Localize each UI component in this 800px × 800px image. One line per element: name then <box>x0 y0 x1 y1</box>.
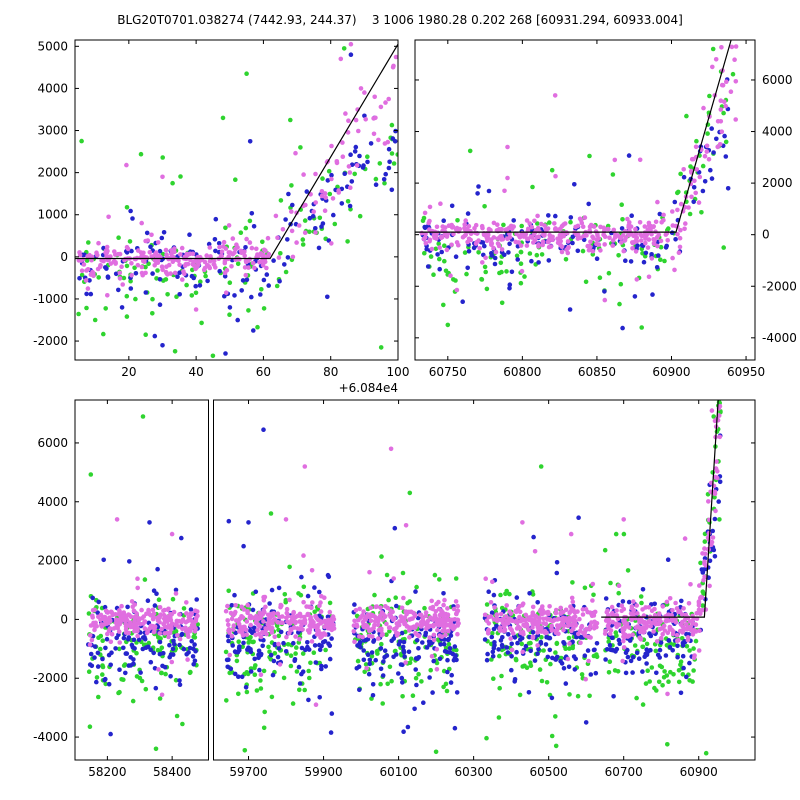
axes-frame <box>74 399 209 761</box>
panel-bottom-data <box>86 400 723 756</box>
y-tick-label: 0 <box>60 612 68 626</box>
model-line <box>75 43 398 260</box>
axes-frame <box>74 39 399 361</box>
x-tick-label: 60850 <box>578 365 616 379</box>
y-tick-label: 4000 <box>37 495 68 509</box>
x-tick-label: 60700 <box>605 765 643 779</box>
y-tick-label: -4000 <box>762 331 797 345</box>
panel-bottom-axes: 58200 58400 59700 59900 60100 60300 60500 60700… <box>33 400 755 779</box>
panel-top-right-axes: 60750 60800 60850 60900 60950 -4000 -2000 0 2000… <box>415 40 797 379</box>
y-tick-label: 0 <box>762 228 770 242</box>
y-tick-label: 2000 <box>762 176 793 190</box>
y-tick-label: 2000 <box>37 166 68 180</box>
y-tick-label: 3000 <box>37 124 68 138</box>
scatter-series-blue <box>86 427 723 737</box>
model-line <box>415 40 732 233</box>
x-tick-label: 40 <box>188 365 203 379</box>
panel-top-left-axes: 20 40 60 80 100 -2000 -1000 0 1000 2000 3000 4000 50… <box>33 39 409 395</box>
model-line <box>601 400 719 618</box>
panel-top-right-data <box>415 40 739 331</box>
axes-frame <box>213 399 756 761</box>
y-tick-label: -2000 <box>762 279 797 293</box>
y-tick-label: 4000 <box>762 125 793 139</box>
x-tick-label: 100 <box>387 365 410 379</box>
x-tick-label: 60900 <box>680 765 718 779</box>
y-tick-label: 5000 <box>37 39 68 53</box>
y-tick-label: 4000 <box>37 81 68 95</box>
scatter-series-violet <box>76 41 398 312</box>
y-tick-label: 1000 <box>37 208 68 222</box>
y-tick-label: 0 <box>60 250 68 264</box>
y-tick-label: -4000 <box>33 730 68 744</box>
x-tick-label: 58200 <box>88 765 126 779</box>
figure-title: BLG20T0701.038274 (7442.93, 244.37) 3 10… <box>117 13 683 27</box>
y-tick-label: 6000 <box>37 436 68 450</box>
y-tick-label: -2000 <box>33 671 68 685</box>
x-tick-label: 60900 <box>652 365 690 379</box>
x-tick-label: 59700 <box>229 765 267 779</box>
axes-frame <box>414 39 756 361</box>
x-tick-label: 60750 <box>429 365 467 379</box>
scatter-series-green <box>86 400 723 756</box>
y-tick-label: 6000 <box>762 73 793 87</box>
x-axis-offset-label: +6.084e4 <box>339 381 398 395</box>
x-tick-label: 20 <box>121 365 136 379</box>
scatter-series-green <box>76 46 398 359</box>
y-tick-label: -2000 <box>33 334 68 348</box>
y-tick-label: 2000 <box>37 554 68 568</box>
x-tick-label: 80 <box>323 365 338 379</box>
x-tick-label: 58400 <box>153 765 191 779</box>
x-tick-label: 59900 <box>304 765 342 779</box>
x-tick-label: 60 <box>256 365 271 379</box>
scatter-series-violet <box>419 44 739 303</box>
x-tick-label: 60500 <box>530 765 568 779</box>
x-tick-label: 60950 <box>727 365 765 379</box>
panel-top-left-data <box>75 41 398 359</box>
scatter-series-violet <box>87 404 723 707</box>
y-tick-label: -1000 <box>33 292 68 306</box>
x-tick-label: 60100 <box>379 765 417 779</box>
x-tick-label: 60300 <box>455 765 493 779</box>
x-tick-label: 60800 <box>503 365 541 379</box>
